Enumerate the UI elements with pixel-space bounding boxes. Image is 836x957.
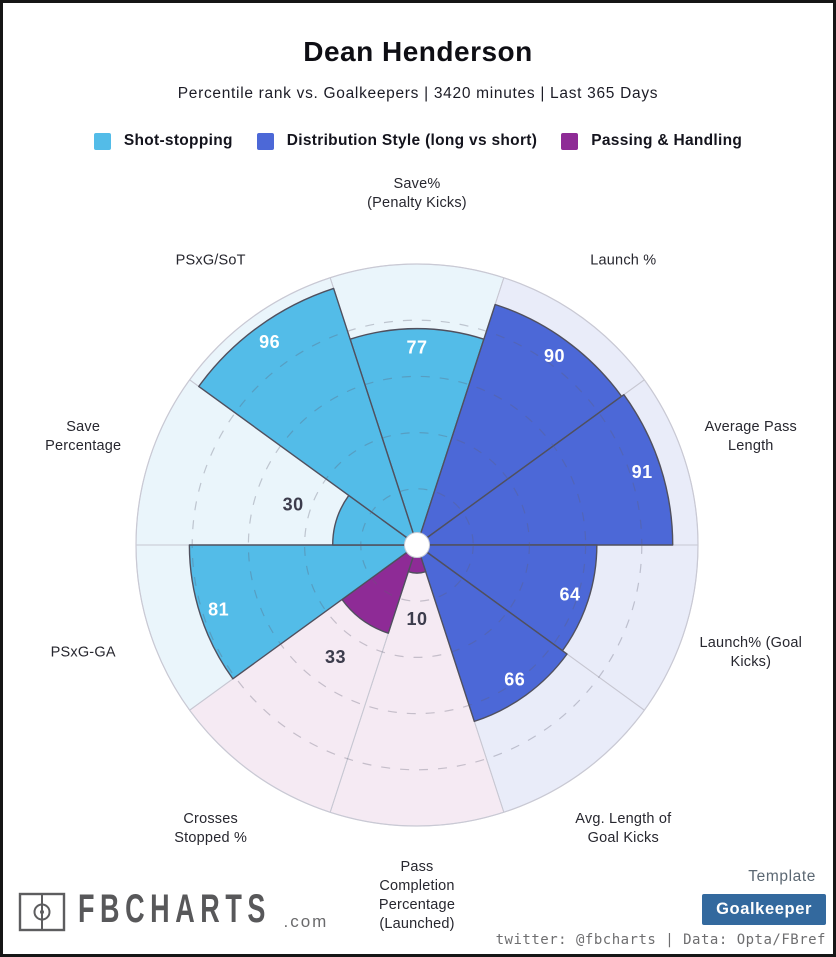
logo-domain-suffix: .com [283,912,329,931]
center-hole [404,532,430,558]
slice-value-wedge [349,327,485,546]
value-wedges [188,287,674,723]
page-title: Dean Henderson [303,36,533,67]
legend: Shot-stopping Distribution Style (long v… [0,132,836,150]
template-goalkeeper-button[interactable]: Goalkeeper [702,894,826,925]
grid-ring [191,319,643,771]
slice-value-label: 64 [559,585,580,605]
shot-stopping-swatch-icon [93,132,111,150]
slice-value-wedge [198,287,418,546]
fbcharts-logo: FBCHARTS .com [18,887,329,933]
credit-line: twitter: @fbcharts | Data: Opta/FBref [495,932,826,948]
slice-value-label: 33 [325,647,346,667]
legend-label: Distribution Style (long vs short) [286,132,538,149]
slice-value-label: 90 [544,346,565,366]
slice-value-wedge [188,544,418,680]
slice-value-wedge [416,544,598,652]
chart-header: Dean Henderson Percentile rank vs. Goalk… [0,36,836,103]
legend-item-shot-stopping: Shot-stopping [93,132,233,150]
slice-value-label: 30 [283,495,304,515]
legend-label: Passing & Handling [591,132,743,149]
distribution-swatch-icon [256,132,274,150]
slice-value-label: 66 [504,670,525,690]
slice-value-label: 81 [208,600,229,620]
chart-subtitle: Percentile rank vs. Goalkeepers | 3420 m… [177,85,659,102]
slice-value-label: 77 [406,338,427,358]
slice-value-wedge [416,394,674,546]
legend-label: Shot-stopping [123,132,233,149]
chart-overlay: 77 90 91 64 66 10 33 81 30 96 [135,263,699,827]
template-label: Template [748,868,816,885]
slice-value-wedge [416,303,623,546]
passing-handling-swatch-icon [561,132,579,150]
grid-ring [304,432,531,659]
outer-ring [135,263,699,827]
slice-value-wedge [416,544,568,723]
grid-ring [360,488,474,602]
slice-value-label: 91 [632,462,653,482]
grid-rings [191,319,643,771]
football-pitch-icon [18,892,66,932]
legend-item-passing-handling: Passing & Handling [561,132,742,150]
legend-item-distribution: Distribution Style (long vs short) [256,132,538,150]
logo-wordmark: FBCHARTS [78,887,271,932]
grid-ring [247,375,587,715]
slice-value-label: 10 [406,609,427,629]
slice-value-label: 96 [259,332,280,352]
